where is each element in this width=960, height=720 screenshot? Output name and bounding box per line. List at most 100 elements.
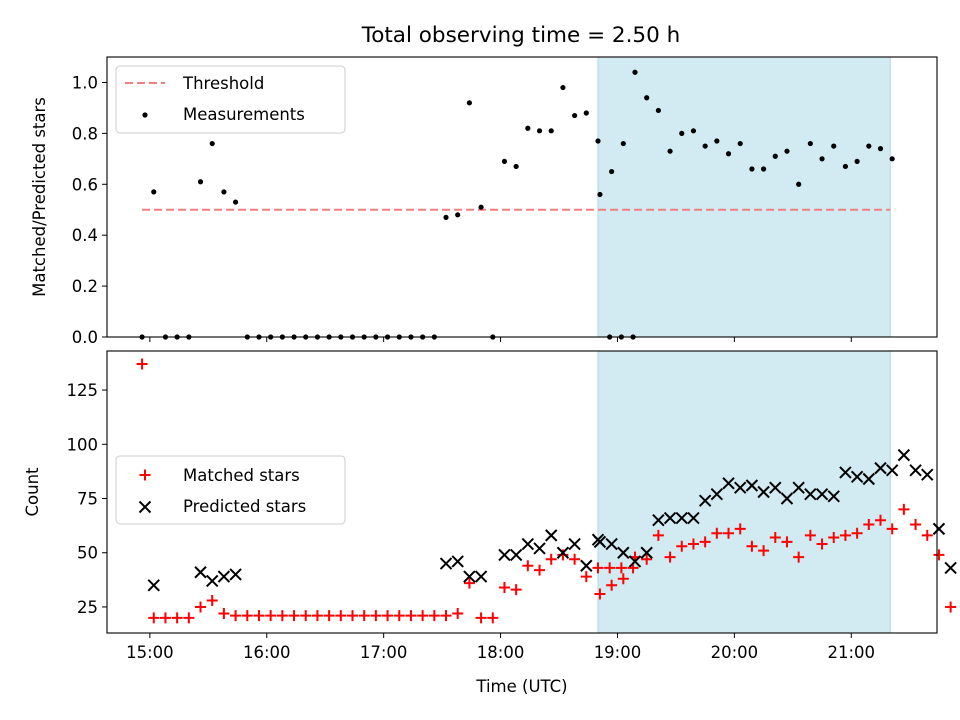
matched-point — [300, 610, 312, 622]
legend-matched-swatch — [139, 469, 151, 481]
matched-point — [839, 529, 851, 541]
measurement-point — [714, 138, 720, 144]
predicted-point — [568, 537, 581, 551]
matched-point — [428, 610, 440, 622]
matched-point — [828, 532, 840, 544]
predicted-point — [734, 481, 747, 494]
measurement-point — [560, 84, 566, 91]
matched-point — [592, 562, 604, 574]
predicted-point — [885, 464, 899, 477]
measurement-point — [501, 158, 508, 164]
legend-measurement-swatch — [142, 112, 148, 118]
matched-point — [370, 610, 382, 622]
predicted-point — [710, 487, 724, 501]
predicted-point — [521, 537, 535, 551]
measurement-point — [632, 69, 638, 75]
predicted-point — [804, 487, 817, 501]
matched-point — [276, 610, 288, 622]
matched-point — [510, 584, 522, 596]
predicted-point — [874, 461, 887, 475]
predicted-point — [698, 494, 712, 507]
y-tick-label: 50 — [77, 544, 98, 563]
predicted-point — [217, 570, 231, 583]
matched-point — [723, 527, 735, 539]
measurement-point — [655, 107, 661, 114]
predicted-point — [194, 566, 207, 579]
measurement-point — [702, 143, 708, 149]
legend-top: Threshold Measurements — [115, 65, 346, 134]
predicted-point — [944, 561, 957, 575]
matched-point — [487, 612, 499, 624]
measurement-point — [583, 110, 589, 116]
panel-ratio: 0.0 0.2 0.4 0.6 0.8 1.0 Matched/Predicted star… — [30, 56, 938, 347]
matched-point — [933, 549, 945, 561]
y-tick-label: 0.4 — [72, 226, 98, 245]
measurement-point — [749, 166, 755, 172]
matched-point — [863, 519, 875, 531]
measurement-point — [807, 140, 813, 147]
predicted-point — [556, 546, 570, 559]
matched-point — [311, 610, 323, 622]
matched-point — [874, 514, 886, 526]
matched-point — [781, 536, 793, 548]
x-tick-label: 20:00 — [711, 643, 759, 662]
measurement-point — [209, 140, 215, 147]
measurement-point — [466, 100, 472, 106]
predicted-point — [617, 546, 630, 559]
predicted-point — [921, 468, 934, 481]
matched-point — [452, 607, 464, 619]
legend-predicted-swatch — [138, 500, 152, 514]
matched-point — [606, 579, 618, 591]
measurement-point — [548, 128, 554, 134]
matched-point — [382, 610, 394, 622]
matched-point — [358, 610, 370, 622]
matched-point — [734, 523, 746, 535]
matched-point — [886, 523, 898, 535]
matched-point — [769, 532, 781, 544]
y-tick-label: 0.6 — [72, 175, 98, 194]
matched-point — [522, 560, 534, 572]
measurement-point — [842, 163, 849, 170]
y-tick-label: 75 — [77, 490, 98, 509]
predicted-point — [675, 511, 688, 525]
predicted-point — [605, 537, 618, 551]
predicted-point — [509, 548, 523, 562]
predicted-point — [815, 487, 829, 501]
measurement-point — [772, 153, 778, 159]
matched-point — [463, 577, 475, 589]
matched-point — [604, 562, 616, 574]
matched-point — [804, 529, 816, 541]
x-tick-label: 16:00 — [243, 643, 291, 662]
x-tick-label: 15:00 — [126, 643, 174, 662]
y-tick-label: 100 — [67, 435, 99, 454]
matched-point — [475, 612, 487, 624]
predicted-point — [827, 490, 840, 503]
legend-predicted-label: Predicted stars — [183, 497, 306, 516]
matched-point — [898, 503, 910, 515]
measurement-point — [443, 214, 449, 220]
measurement-point — [232, 199, 239, 205]
matched-point — [206, 594, 218, 606]
x-axis-label: Time (UTC) — [475, 677, 567, 696]
matched-point — [148, 612, 160, 624]
x-tick-label: 18:00 — [477, 643, 525, 662]
matched-point — [405, 610, 417, 622]
matched-point — [615, 562, 627, 574]
predicted-point — [909, 464, 922, 477]
measurement-point — [854, 158, 860, 164]
y-tick-label: 0.0 — [72, 328, 98, 347]
matched-point — [557, 549, 569, 561]
predicted-point — [932, 522, 946, 536]
measurement-point — [784, 148, 790, 154]
matched-point — [136, 358, 148, 370]
legend-threshold-label: Threshold — [182, 74, 264, 93]
matched-point — [945, 601, 957, 613]
matched-point — [580, 571, 592, 583]
predicted-point — [451, 555, 464, 568]
measurement-point — [667, 148, 673, 154]
measurement-point — [725, 151, 732, 157]
measurement-point — [796, 181, 802, 187]
matched-point — [253, 610, 265, 622]
legend-bottom: Matched stars Predicted stars — [115, 455, 346, 525]
